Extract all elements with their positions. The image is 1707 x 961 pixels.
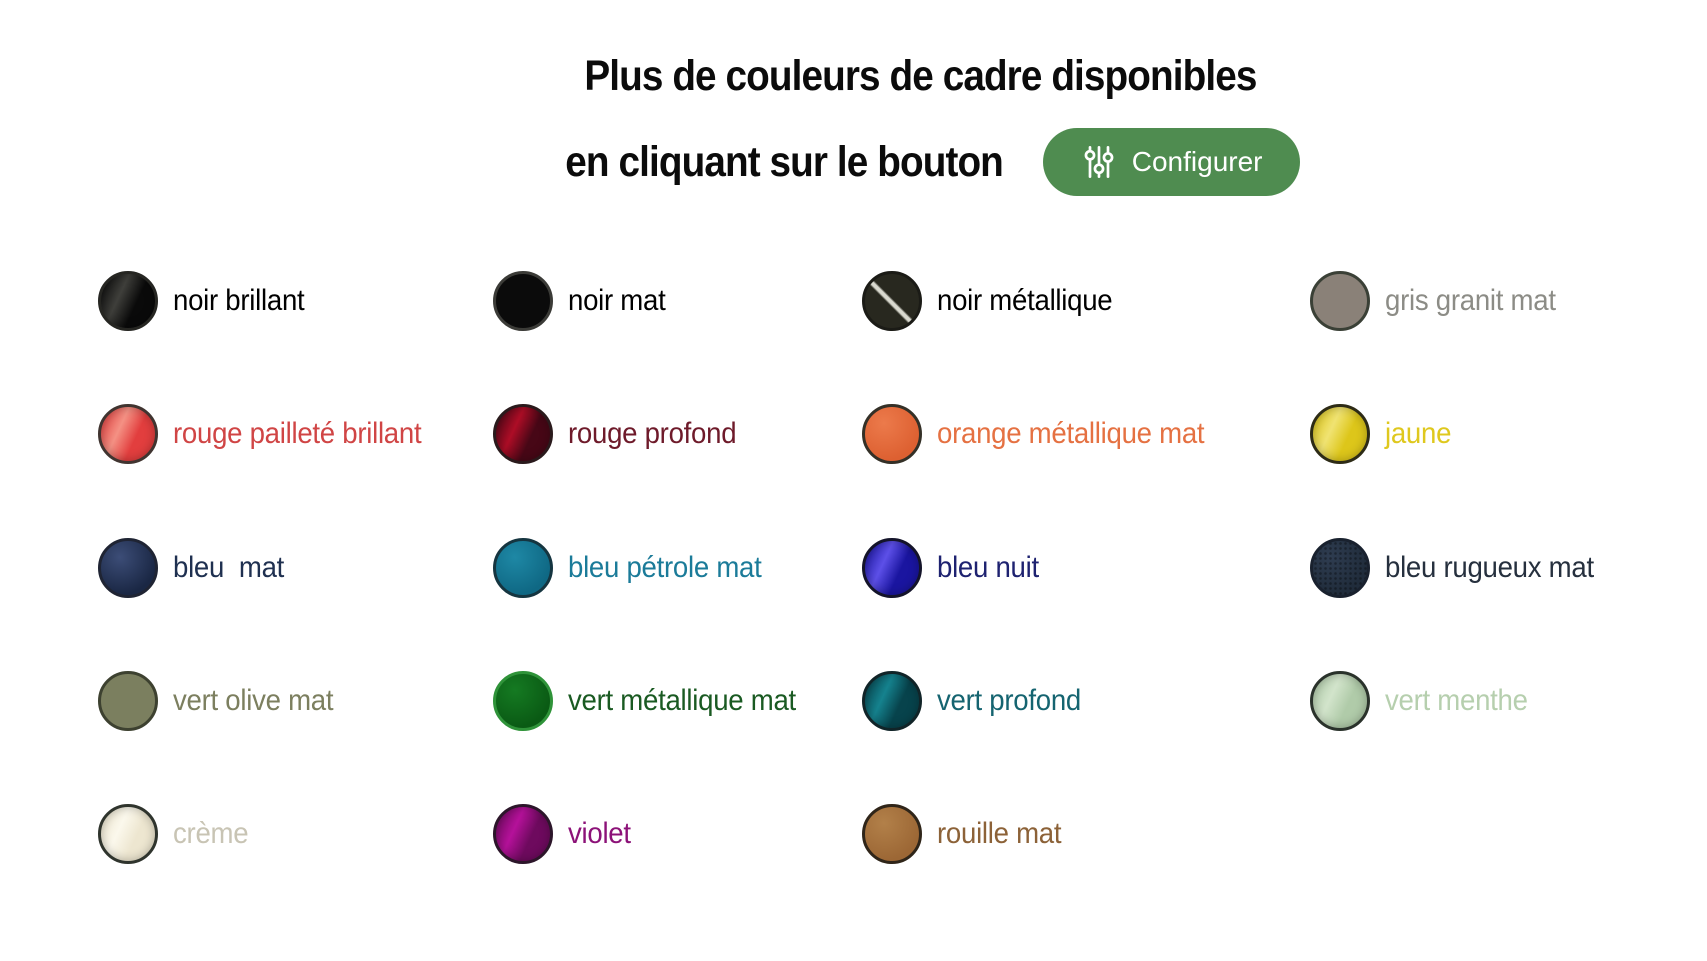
color-label: gris granit mat xyxy=(1385,284,1556,317)
color-option: vert menthe xyxy=(1310,670,1540,732)
color-option: noir métallique xyxy=(862,270,1128,332)
color-swatch xyxy=(98,271,158,331)
color-option: bleu pétrole mat xyxy=(493,537,778,599)
color-label: bleu mat xyxy=(173,551,285,584)
color-label: violet xyxy=(568,817,631,850)
configure-button-label: Configurer xyxy=(1131,146,1263,177)
color-label: crème xyxy=(173,817,249,850)
color-swatch xyxy=(98,404,158,464)
color-swatch xyxy=(862,404,922,464)
color-option: rouge profond xyxy=(493,403,751,465)
color-swatch xyxy=(493,404,553,464)
color-swatch xyxy=(862,271,922,331)
color-label: rouille mat xyxy=(937,817,1062,850)
color-swatch xyxy=(98,804,158,864)
color-swatch xyxy=(493,671,553,731)
color-swatch xyxy=(493,804,553,864)
color-option: jaune xyxy=(1310,403,1457,465)
color-label: bleu nuit xyxy=(937,551,1039,584)
color-label: bleu pétrole mat xyxy=(568,551,762,584)
color-option: bleu nuit xyxy=(862,537,1048,599)
color-option: noir brillant xyxy=(98,270,316,332)
color-swatch xyxy=(862,538,922,598)
subtitle: en cliquant sur le bouton xyxy=(564,137,1004,186)
sliders-icon xyxy=(1081,144,1117,180)
color-swatch xyxy=(493,271,553,331)
color-option: orange métallique mat xyxy=(862,403,1228,465)
color-option: gris granit mat xyxy=(1310,270,1571,332)
color-label: vert menthe xyxy=(1385,684,1528,717)
color-label: orange métallique mat xyxy=(937,417,1205,450)
color-option: rouille mat xyxy=(862,803,1072,865)
color-label: vert métallique mat xyxy=(568,684,796,717)
color-label: rouge pailleté brillant xyxy=(173,417,422,450)
color-swatch xyxy=(98,538,158,598)
color-option: noir mat xyxy=(493,270,674,332)
color-label: rouge profond xyxy=(568,417,737,450)
color-label: noir brillant xyxy=(173,284,305,317)
color-label: vert profond xyxy=(937,684,1081,717)
color-swatch xyxy=(98,671,158,731)
color-swatch xyxy=(1310,538,1370,598)
page-title: Plus de couleurs de cadre disponibles xyxy=(67,52,1707,101)
color-swatch xyxy=(1310,404,1370,464)
color-option: violet xyxy=(493,803,636,865)
color-label: noir métallique xyxy=(937,284,1113,317)
color-option: bleu mat xyxy=(98,537,294,599)
page-title-text: Plus de couleurs de cadre disponibles xyxy=(584,52,1257,100)
color-option: vert profond xyxy=(862,670,1094,732)
color-label: noir mat xyxy=(568,284,666,317)
color-option: rouge pailleté brillant xyxy=(98,403,443,465)
color-option: vert métallique mat xyxy=(493,670,816,732)
configure-button[interactable]: Configurer xyxy=(1042,128,1301,196)
color-label: vert olive mat xyxy=(173,684,334,717)
color-swatch xyxy=(862,671,922,731)
color-swatch xyxy=(1310,671,1370,731)
color-label: bleu rugueux mat xyxy=(1385,551,1594,584)
color-swatch xyxy=(1310,271,1370,331)
color-label: jaune xyxy=(1385,417,1452,450)
subtitle-row: en cliquant sur le bouton Configurer xyxy=(67,128,1707,196)
color-swatch xyxy=(493,538,553,598)
color-option: crème xyxy=(98,803,255,865)
color-swatch xyxy=(862,804,922,864)
color-option: bleu rugueux mat xyxy=(1310,537,1612,599)
color-option: vert olive mat xyxy=(98,670,347,732)
